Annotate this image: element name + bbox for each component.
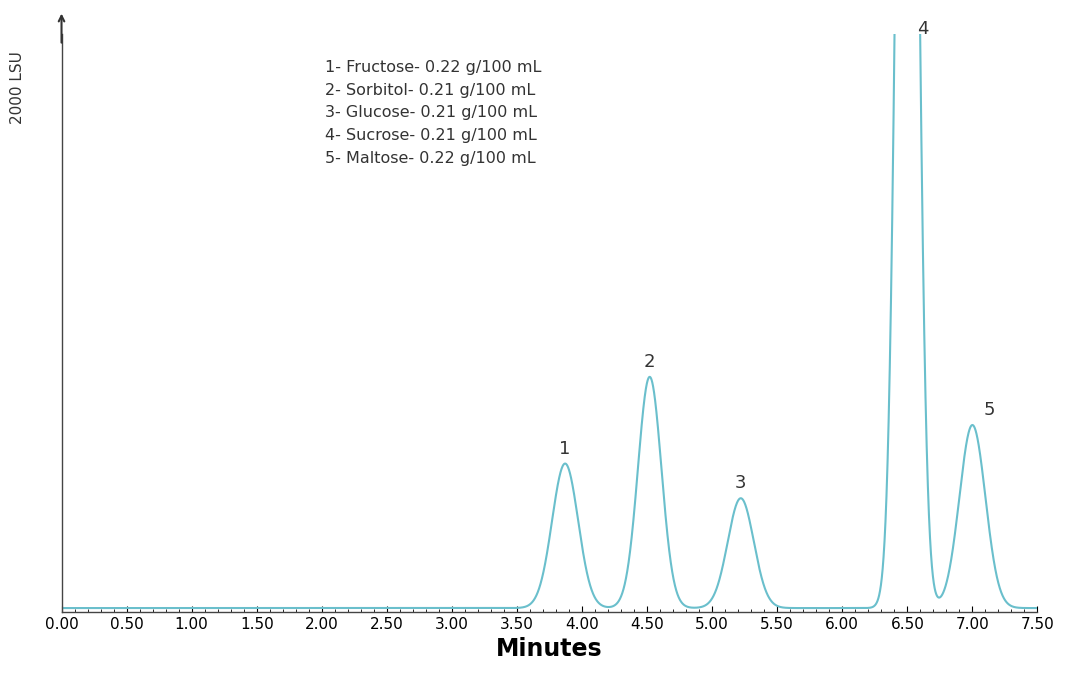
Text: 1- Fructose- 0.22 g/100 mL
2- Sorbitol- 0.21 g/100 mL
3- Glucose- 0.21 g/100 mL
: 1- Fructose- 0.22 g/100 mL 2- Sorbitol- … bbox=[325, 60, 542, 166]
Text: 5: 5 bbox=[983, 401, 995, 419]
X-axis label: Minutes: Minutes bbox=[496, 637, 603, 661]
Text: 2000 LSU: 2000 LSU bbox=[10, 52, 25, 124]
Text: 1: 1 bbox=[559, 440, 571, 458]
Text: 3: 3 bbox=[735, 475, 746, 492]
Text: 2: 2 bbox=[644, 353, 655, 371]
Text: 4: 4 bbox=[917, 20, 929, 38]
